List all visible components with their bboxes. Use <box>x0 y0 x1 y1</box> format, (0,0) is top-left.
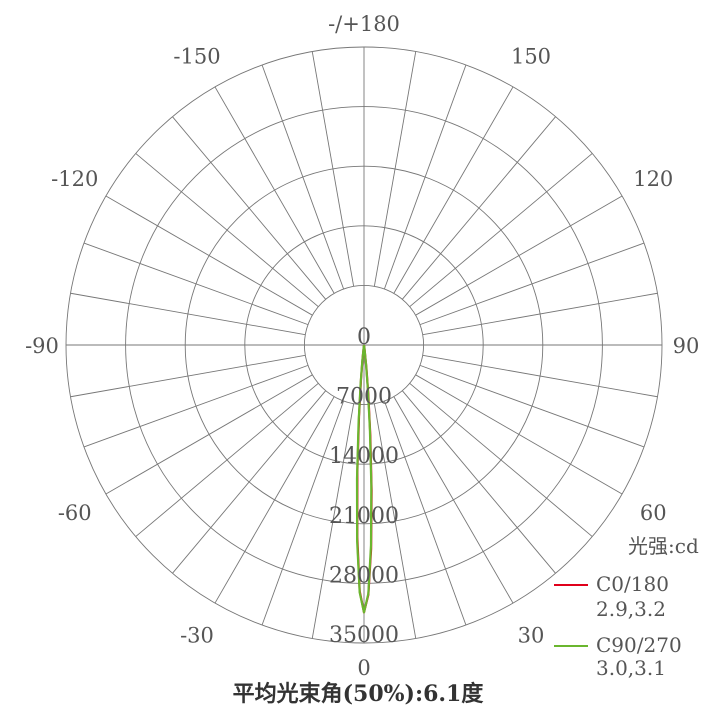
grid-spoke <box>415 195 623 316</box>
angle-tick-label: -/+180 <box>328 12 400 36</box>
angle-tick-label: 30 <box>518 623 545 647</box>
grid-spoke <box>311 403 355 639</box>
angle-tick-label: 120 <box>633 167 673 191</box>
polar-grid <box>65 46 663 644</box>
grid-spoke <box>373 51 417 287</box>
radial-tick-labels: 0 7000 14000 21000 28000 35000 <box>329 325 399 648</box>
grid-spoke <box>393 396 514 604</box>
grid-spoke <box>214 86 335 294</box>
grid-spoke <box>419 364 645 448</box>
grid-spoke <box>135 382 319 537</box>
legend-label-c0-180: C0/180 <box>596 572 669 596</box>
grid-spoke <box>409 382 593 537</box>
grid-spoke <box>83 242 309 326</box>
angle-tick-label: -90 <box>25 334 59 358</box>
chart-title: 平均光束角(50%):6.1度 <box>233 681 485 707</box>
grid-spoke <box>261 400 345 626</box>
grid-spoke <box>83 364 309 448</box>
grid-spoke <box>383 64 467 290</box>
radial-tick-label: 21000 <box>329 504 399 529</box>
angle-tick-labels: -/+180 150 120 90 60 30 0 -30 -60 -90 -120 -150 <box>25 12 699 680</box>
angle-tick-label: 150 <box>511 45 551 69</box>
legend-sublabel-c90-270: 3.0,3.1 <box>596 656 666 680</box>
radial-tick-label: 35000 <box>329 623 399 648</box>
grid-spoke <box>261 64 345 290</box>
grid-spoke <box>419 242 645 326</box>
angle-tick-label: -150 <box>173 45 220 69</box>
grid-spoke <box>401 116 556 300</box>
grid-spoke <box>105 374 313 495</box>
legend-label-c90-270: C90/270 <box>596 633 682 657</box>
grid-spoke <box>311 51 355 287</box>
grid-spoke <box>70 292 306 336</box>
grid-spoke <box>415 374 623 495</box>
grid-spoke <box>172 390 327 574</box>
intensity-curves <box>355 344 373 614</box>
grid-spoke <box>373 403 417 639</box>
grid-spoke <box>401 390 556 574</box>
grid-spoke <box>135 153 319 308</box>
radial-tick-label: 14000 <box>329 444 399 469</box>
angle-tick-label: -30 <box>180 623 214 647</box>
grid-spoke <box>105 195 313 316</box>
legend-sublabel-c0-180: 2.9,3.2 <box>596 597 666 621</box>
legend-unit-label: 光强:cd <box>628 534 699 558</box>
legend: 光强:cd C0/180 2.9,3.2 C90/270 3.0,3.1 <box>554 534 699 680</box>
grid-spoke <box>422 292 658 336</box>
grid-spoke <box>70 354 306 398</box>
radial-tick-label: 0 <box>357 325 371 350</box>
grid-spoke <box>383 400 467 626</box>
grid-spoke <box>214 396 335 604</box>
grid-spoke <box>172 116 327 300</box>
series-curve-C90-270 <box>355 344 373 614</box>
angle-tick-label: 60 <box>640 501 667 525</box>
grid-spoke <box>393 86 514 294</box>
angle-tick-label: 90 <box>673 334 700 358</box>
angle-tick-label: -60 <box>58 501 92 525</box>
angle-tick-label: 0 <box>357 656 370 680</box>
grid-spoke <box>409 153 593 308</box>
angle-tick-label: -120 <box>51 167 98 191</box>
radial-tick-label: 28000 <box>329 563 399 588</box>
radial-tick-label: 7000 <box>336 385 392 410</box>
grid-spoke <box>422 354 658 398</box>
